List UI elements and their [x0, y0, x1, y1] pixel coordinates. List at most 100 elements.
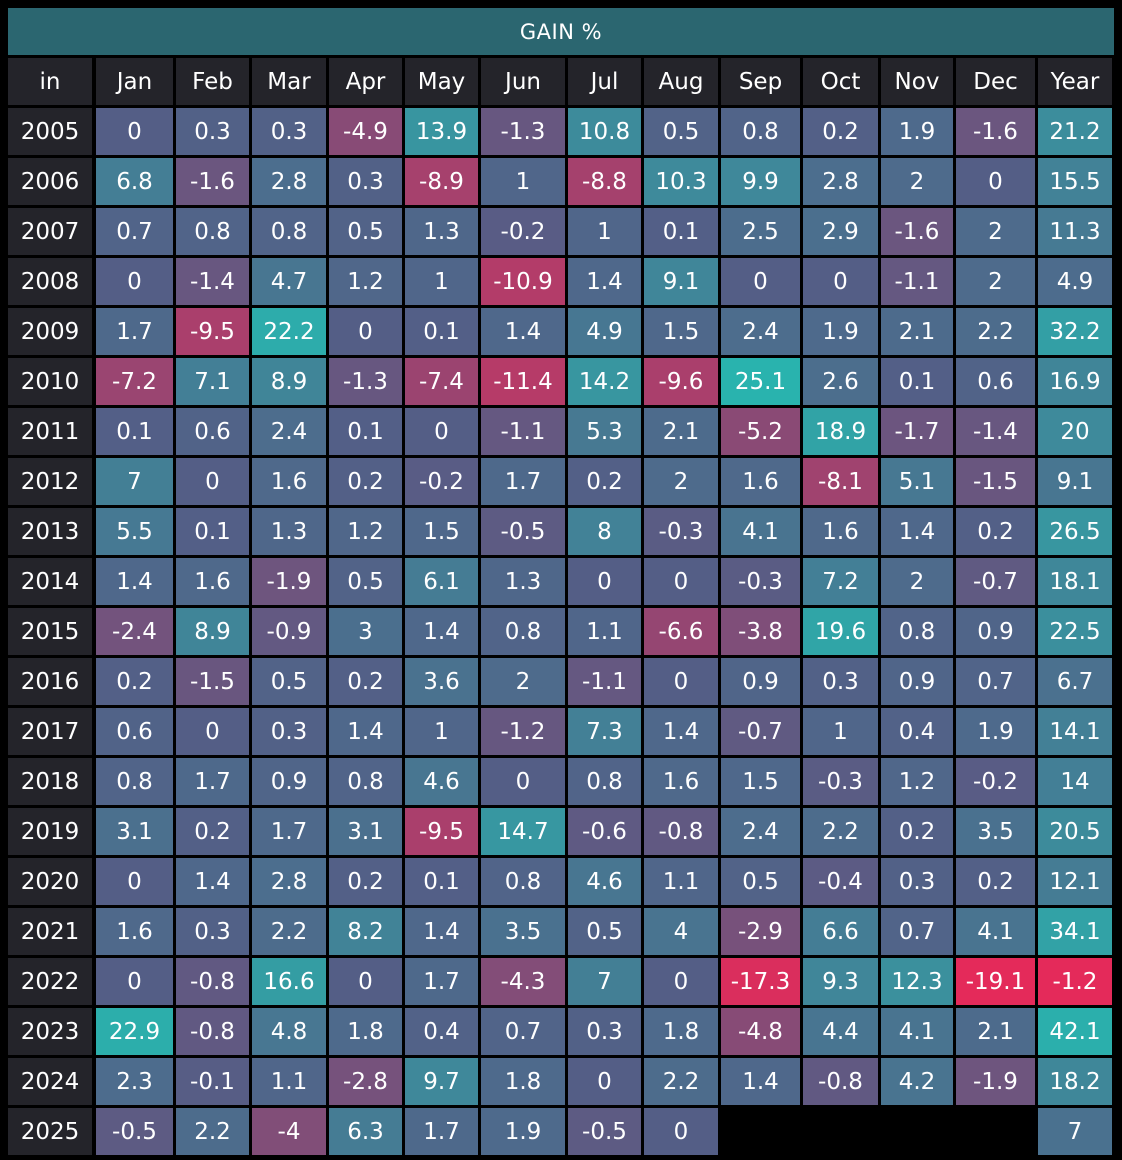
- heatmap-cell: 0.4: [881, 708, 953, 755]
- year-total-cell: 6.7: [1038, 658, 1112, 705]
- row-label-2011: 2011: [8, 408, 92, 455]
- heatmap-cell: 4.4: [803, 1008, 878, 1055]
- year-total-cell: 22.5: [1038, 608, 1112, 655]
- heatmap-cell: 0.3: [252, 708, 326, 755]
- heatmap-cell: -7.2: [96, 358, 173, 405]
- heatmap-cell: 0.5: [568, 908, 641, 955]
- heatmap-cell: -9.6: [644, 358, 718, 405]
- heatmap-cell: 0.2: [881, 808, 953, 855]
- heatmap-cell: -4: [252, 1108, 326, 1155]
- heatmap-cell: 1.1: [568, 608, 641, 655]
- heatmap-cell: 0: [644, 958, 718, 1005]
- heatmap-cell: 0.9: [881, 658, 953, 705]
- heatmap-cell: 2.2: [803, 808, 878, 855]
- heatmap-cell: 0.3: [568, 1008, 641, 1055]
- heatmap-cell: 8: [568, 508, 641, 555]
- heatmap-cell: 3.5: [956, 808, 1035, 855]
- row-label-2020: 2020: [8, 858, 92, 905]
- heatmap-cell: 0: [803, 258, 878, 305]
- heatmap-cell: 22.9: [96, 1008, 173, 1055]
- heatmap-cell: 1.7: [176, 758, 249, 805]
- heatmap-cell: 0.2: [329, 858, 402, 905]
- heatmap-cell: 16.6: [252, 958, 326, 1005]
- heatmap-cell: 1.6: [644, 758, 718, 805]
- heatmap-cell: -0.9: [252, 608, 326, 655]
- row-label-2022: 2022: [8, 958, 92, 1005]
- heatmap-cell: 1: [568, 208, 641, 255]
- row-label-2015: 2015: [8, 608, 92, 655]
- heatmap-cell: -1.4: [176, 258, 249, 305]
- heatmap-cell: 0.5: [721, 858, 800, 905]
- heatmap-cell: 0: [176, 708, 249, 755]
- heatmap-cell: -1.1: [568, 658, 641, 705]
- heatmap-cell: 0: [644, 558, 718, 605]
- heatmap-cell: 4: [644, 908, 718, 955]
- heatmap-cell: 1.3: [481, 558, 565, 605]
- heatmap-cell: -0.5: [96, 1108, 173, 1155]
- heatmap-cell: 0.3: [176, 108, 249, 155]
- year-total-cell: 34.1: [1038, 908, 1112, 955]
- corner-label: in: [8, 58, 92, 105]
- heatmap-cell: 1.7: [405, 1108, 478, 1155]
- heatmap-cell: 1.8: [644, 1008, 718, 1055]
- heatmap-cell: 0.8: [881, 608, 953, 655]
- heatmap-cell: 1.7: [481, 458, 565, 505]
- heatmap-cell: 0.7: [481, 1008, 565, 1055]
- heatmap-cell: -1.5: [176, 658, 249, 705]
- column-header-year: Year: [1038, 58, 1112, 105]
- heatmap-cell: 7.2: [803, 558, 878, 605]
- row-label-2016: 2016: [8, 658, 92, 705]
- heatmap-cell: 0.1: [881, 358, 953, 405]
- heatmap-cell: 2.4: [721, 308, 800, 355]
- year-total-cell: 26.5: [1038, 508, 1112, 555]
- heatmap-cell: 0.6: [956, 358, 1035, 405]
- heatmap-cell: 0.8: [568, 758, 641, 805]
- heatmap-cell: 1.8: [481, 1058, 565, 1105]
- heatmap-cell: 2.1: [956, 1008, 1035, 1055]
- heatmap-cell: 0: [329, 958, 402, 1005]
- heatmap-cell: 0: [956, 158, 1035, 205]
- heatmap-cell: -4.8: [721, 1008, 800, 1055]
- row-label-2017: 2017: [8, 708, 92, 755]
- heatmap-cell: -1.9: [252, 558, 326, 605]
- heatmap-cell: 0: [568, 1058, 641, 1105]
- row-label-2025: 2025: [8, 1108, 92, 1155]
- heatmap-cell: 0.7: [881, 908, 953, 955]
- heatmap-cell: 0.1: [405, 308, 478, 355]
- heatmap-cell: 1.4: [568, 258, 641, 305]
- heatmap-cell: 0.3: [803, 658, 878, 705]
- row-label-2010: 2010: [8, 358, 92, 405]
- heatmap-cell: 9.3: [803, 958, 878, 1005]
- heatmap-cell: 1.9: [956, 708, 1035, 755]
- heatmap-cell: 22.2: [252, 308, 326, 355]
- heatmap-cell: 0.3: [176, 908, 249, 955]
- heatmap-cell: -9.5: [176, 308, 249, 355]
- heatmap-cell: 10.3: [644, 158, 718, 205]
- heatmap-cell: 3.6: [405, 658, 478, 705]
- heatmap-cell: 0: [329, 308, 402, 355]
- heatmap-cell: 0.2: [96, 658, 173, 705]
- heatmap-cell: 0.3: [881, 858, 953, 905]
- column-header-jul: Jul: [568, 58, 641, 105]
- heatmap-cell: 1.5: [721, 758, 800, 805]
- heatmap-cell: 0.1: [96, 408, 173, 455]
- heatmap-cell: -0.3: [644, 508, 718, 555]
- heatmap-cell: 4.8: [252, 1008, 326, 1055]
- heatmap-cell: 10.8: [568, 108, 641, 155]
- heatmap-cell: 0.1: [176, 508, 249, 555]
- heatmap-cell: 13.9: [405, 108, 478, 155]
- year-total-cell: 21.2: [1038, 108, 1112, 155]
- heatmap-cell: -4.9: [329, 108, 402, 155]
- heatmap-cell: 6.3: [329, 1108, 402, 1155]
- heatmap-cell: -17.3: [721, 958, 800, 1005]
- row-label-2019: 2019: [8, 808, 92, 855]
- year-total-cell: 15.5: [1038, 158, 1112, 205]
- heatmap-cell: 3: [329, 608, 402, 655]
- year-total-cell: 14.1: [1038, 708, 1112, 755]
- heatmap-cell: 1.9: [881, 108, 953, 155]
- heatmap-cell: 2: [881, 158, 953, 205]
- heatmap-cell: 0: [96, 258, 173, 305]
- heatmap-cell: 8.9: [176, 608, 249, 655]
- heatmap-cell: 6.8: [96, 158, 173, 205]
- heatmap-cell: -0.1: [176, 1058, 249, 1105]
